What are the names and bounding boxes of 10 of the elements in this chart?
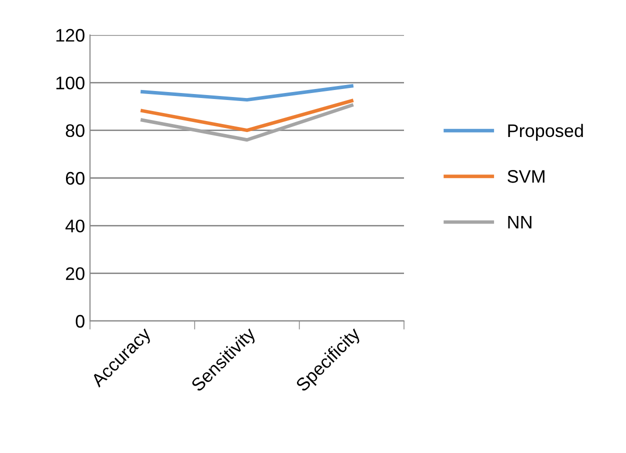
legend-label: SVM xyxy=(508,170,544,183)
y-tick-label: 20 xyxy=(66,267,84,280)
y-tick-label: 40 xyxy=(65,220,84,232)
y-tick-label: 60 xyxy=(66,172,84,185)
legend-label: NN xyxy=(508,216,532,228)
y-tick-label: 120 xyxy=(56,28,84,42)
y-tick-label: 100 xyxy=(56,76,84,90)
y-tick-label: 80 xyxy=(66,124,84,138)
y-tick-label: 0 xyxy=(76,314,84,328)
legend-label: Proposed xyxy=(508,124,583,141)
